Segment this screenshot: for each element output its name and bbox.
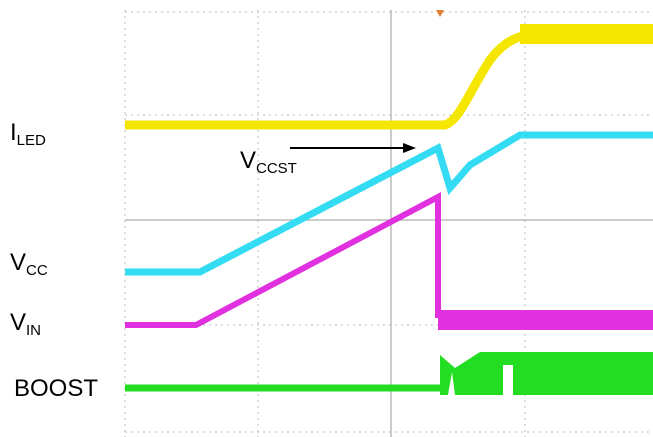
i-led-trace	[125, 29, 653, 130]
v-cc-label: VCC	[10, 249, 48, 279]
i-led-band	[520, 24, 653, 44]
v-ccst-label: VCCST	[240, 147, 297, 177]
v-in-trace	[125, 192, 441, 328]
i-led-label: ILED	[10, 119, 46, 149]
v-in-label: VIN	[10, 309, 41, 339]
boost-label: BOOST	[14, 375, 98, 402]
v-ccst-arrow	[290, 143, 416, 153]
trigger-marker	[436, 10, 444, 17]
boost-band	[440, 352, 653, 395]
v-cc-trace	[125, 131, 653, 276]
v-in-band	[438, 310, 653, 330]
